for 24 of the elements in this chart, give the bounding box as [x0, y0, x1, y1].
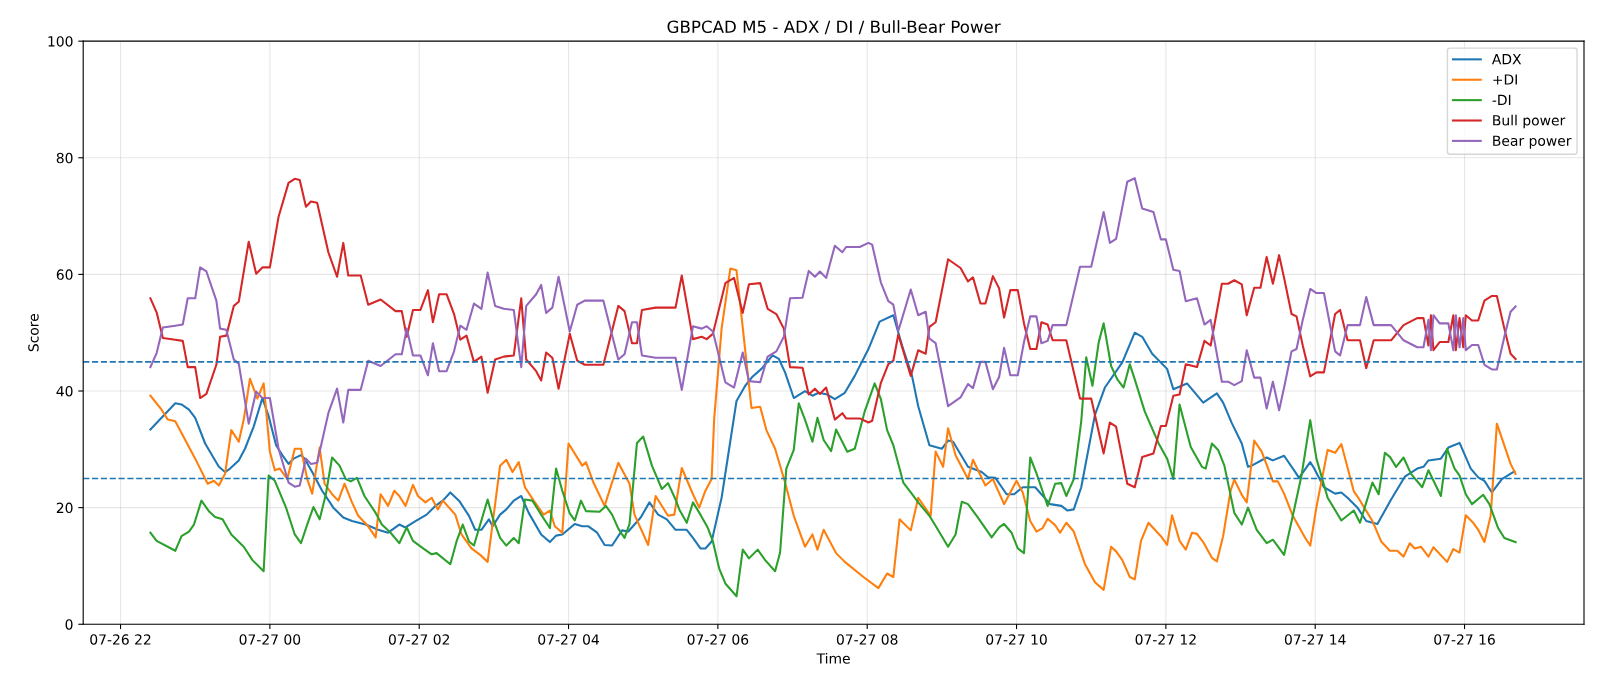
x-tick-label: 07-27 02 [388, 634, 450, 645]
y-tick-label: 100 [48, 36, 73, 47]
y-tick-label: 40 [56, 385, 73, 397]
legend-label: -DI [1492, 94, 1511, 105]
x-tick-label: 07-27 10 [986, 634, 1047, 645]
y-tick-label: 20 [56, 502, 73, 514]
x-tick-label: 07-27 12 [1135, 634, 1196, 645]
y-tick-label: 60 [56, 269, 73, 280]
x-tick-label: 07-27 14 [1284, 634, 1346, 645]
x-tick-label: 07-27 04 [538, 634, 599, 645]
y-tick-label: 0 [65, 619, 73, 630]
x-tick-label: 07-27 08 [836, 634, 898, 645]
chart-title: GBPCAD M5 - ADX / DI / Bull-Bear Power [667, 20, 1001, 35]
y-tick-label: 80 [56, 152, 73, 164]
legend-label: +DI [1493, 74, 1517, 85]
x-tick-label: 07-27 16 [1434, 634, 1495, 645]
x-axis-title: Time [816, 652, 850, 664]
x-tick-label: 07-27 00 [239, 634, 301, 645]
legend-label: Bull power [1493, 114, 1566, 129]
x-tick-label: 07-27 06 [687, 634, 749, 645]
legend-label: ADX [1491, 54, 1522, 65]
x-tick-label: 07-26 22 [90, 634, 151, 645]
legend-label: Bear power [1493, 135, 1572, 149]
y-axis-title: Score [28, 314, 39, 352]
